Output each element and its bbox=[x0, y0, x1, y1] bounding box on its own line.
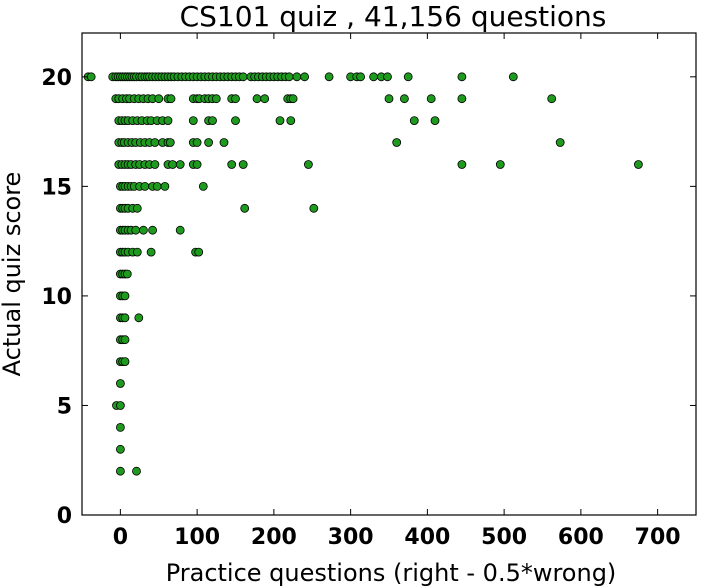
x-tick-label: 500 bbox=[481, 525, 527, 550]
data-point bbox=[116, 444, 125, 454]
data-point bbox=[163, 116, 173, 125]
data-point bbox=[252, 94, 262, 104]
data-point bbox=[231, 116, 240, 125]
data-point bbox=[286, 116, 296, 125]
y-tick-label: 10 bbox=[41, 285, 72, 310]
data-point bbox=[168, 160, 178, 169]
x-tick-label: 0 bbox=[113, 525, 128, 550]
x-tick-label: 100 bbox=[174, 525, 220, 550]
data-point bbox=[238, 72, 248, 82]
data-point bbox=[116, 401, 125, 410]
data-point bbox=[116, 379, 125, 388]
data-point bbox=[547, 94, 557, 104]
data-point bbox=[131, 225, 141, 235]
data-point bbox=[300, 72, 310, 82]
data-point bbox=[150, 138, 160, 147]
data-point bbox=[116, 466, 125, 476]
x-tick-label: 400 bbox=[404, 525, 450, 550]
data-point bbox=[399, 94, 409, 104]
data-point bbox=[288, 94, 298, 104]
data-point bbox=[154, 94, 164, 104]
data-point bbox=[555, 138, 565, 147]
data-point bbox=[508, 72, 518, 82]
data-point bbox=[150, 160, 160, 169]
data-point bbox=[240, 203, 250, 213]
data-point bbox=[134, 313, 144, 323]
data-point bbox=[152, 181, 162, 191]
data-point bbox=[175, 225, 185, 235]
y-tick-label: 0 bbox=[57, 504, 72, 529]
data-point bbox=[457, 94, 467, 104]
data-point bbox=[403, 72, 413, 82]
data-point bbox=[457, 72, 467, 82]
data-point bbox=[260, 94, 270, 104]
data-point bbox=[122, 269, 132, 279]
x-tick-label: 700 bbox=[635, 525, 681, 550]
data-point bbox=[227, 160, 237, 169]
x-axis-label: Practice questions (right - 0.5*wrong) bbox=[166, 559, 617, 587]
data-point bbox=[132, 203, 142, 213]
chart-title: CS101 quiz , 41,156 questions bbox=[180, 0, 607, 33]
data-point bbox=[409, 116, 419, 125]
data-point bbox=[211, 94, 221, 104]
data-point bbox=[392, 138, 402, 147]
data-point bbox=[356, 72, 366, 82]
data-point bbox=[175, 160, 185, 169]
data-point bbox=[426, 94, 436, 104]
data-point bbox=[120, 291, 130, 301]
data-point bbox=[208, 116, 217, 125]
x-tick-label: 200 bbox=[251, 525, 297, 550]
data-point bbox=[192, 138, 202, 147]
x-tick-label: 300 bbox=[328, 525, 374, 550]
data-point bbox=[138, 225, 148, 235]
data-point bbox=[369, 72, 379, 82]
x-tick-label: 600 bbox=[558, 525, 604, 550]
data-point bbox=[384, 94, 394, 104]
data-point bbox=[238, 160, 248, 169]
data-point bbox=[204, 138, 214, 147]
data-point bbox=[166, 94, 176, 104]
data-point bbox=[292, 72, 302, 82]
data-point bbox=[303, 160, 313, 169]
data-point bbox=[146, 247, 156, 257]
data-point bbox=[140, 181, 150, 191]
data-point bbox=[132, 247, 142, 257]
data-point bbox=[116, 422, 125, 432]
data-point bbox=[132, 466, 141, 476]
y-tick-label: 15 bbox=[41, 175, 72, 200]
data-point bbox=[160, 181, 170, 191]
data-point bbox=[457, 160, 467, 169]
y-axis-label: Actual quiz score bbox=[0, 172, 26, 377]
data-point bbox=[120, 313, 130, 323]
data-point bbox=[284, 72, 294, 82]
ticks-layer: 0 100 200 300 400 500 600 700 0 5 10 15 20 bbox=[41, 33, 696, 550]
data-point bbox=[309, 203, 319, 213]
data-point bbox=[120, 357, 130, 367]
points-layer bbox=[83, 72, 643, 476]
data-point bbox=[120, 335, 130, 345]
data-point bbox=[198, 181, 208, 191]
plot-frame bbox=[81, 32, 697, 516]
data-point bbox=[165, 138, 175, 147]
data-point bbox=[231, 94, 240, 104]
data-point bbox=[148, 225, 158, 235]
data-point bbox=[194, 247, 204, 257]
data-point bbox=[188, 116, 198, 125]
data-point bbox=[495, 160, 505, 169]
data-point bbox=[430, 116, 440, 125]
data-point bbox=[275, 116, 285, 125]
data-point bbox=[383, 72, 392, 82]
data-point bbox=[634, 160, 643, 169]
data-point bbox=[86, 72, 96, 82]
data-point bbox=[219, 138, 229, 147]
data-point bbox=[324, 72, 334, 82]
data-point bbox=[192, 160, 202, 169]
y-tick-label: 20 bbox=[41, 66, 72, 91]
y-tick-label: 5 bbox=[57, 394, 72, 419]
